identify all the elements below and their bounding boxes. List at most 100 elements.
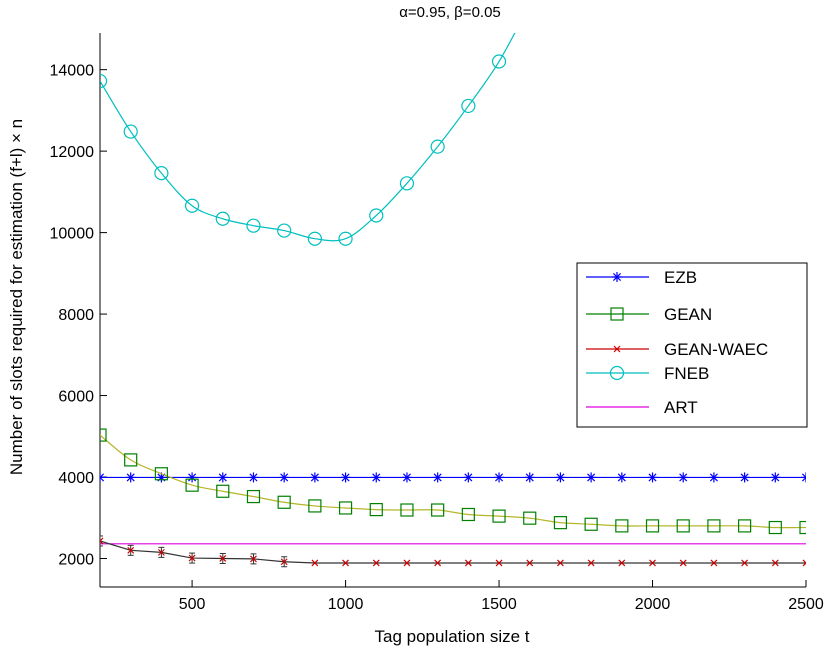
marker-stroke: [557, 559, 564, 567]
data-point-gean: [461, 507, 475, 522]
data-point-ezb: [279, 472, 290, 483]
marker-stroke: [612, 272, 622, 282]
marker-stroke: [679, 473, 688, 482]
data-point-gean: [100, 428, 107, 442]
marker-square: [400, 503, 414, 517]
data-point-ezb: [371, 472, 382, 483]
y-tick-label: 2000: [58, 551, 94, 568]
marker-square: [246, 489, 261, 504]
x-tick-label: 500: [179, 596, 206, 613]
data-point-ezb: [524, 472, 535, 483]
data-point-gean: [584, 517, 598, 531]
marker-stroke: [372, 559, 380, 567]
y-tick-label: 10000: [50, 226, 95, 243]
y-tick-label: 8000: [58, 307, 94, 324]
marker-circle: [215, 211, 230, 226]
data-point-fneb: [399, 176, 415, 191]
data-point-gean: [431, 503, 445, 517]
data-point-ezb: [801, 472, 806, 483]
marker-stroke: [587, 473, 596, 482]
marker-stroke: [679, 559, 687, 567]
marker-stroke: [100, 473, 105, 479]
marker-square: [676, 519, 690, 533]
marker-circle: [430, 139, 445, 154]
marker-circle: [307, 231, 322, 246]
data-point-gean: [338, 501, 353, 515]
data-point-gean: [216, 484, 230, 498]
marker-stroke: [126, 473, 135, 482]
data-point-ezb: [100, 472, 105, 483]
legend-label: ART: [664, 398, 698, 417]
data-point-gean-waec: [219, 555, 227, 562]
data-point-gean: [246, 489, 261, 504]
data-point-ezb: [463, 472, 474, 483]
marker-square: [553, 516, 568, 530]
marker-square: [799, 520, 806, 535]
marker-square: [216, 484, 230, 498]
data-point-gean-waec: [372, 559, 380, 567]
marker-circle: [399, 176, 415, 191]
data-point-ezb: [616, 472, 627, 483]
marker-stroke: [250, 555, 257, 563]
data-point-gean-waec: [557, 559, 564, 567]
marker-circle: [369, 208, 384, 223]
marker-square: [610, 307, 624, 321]
data-point-fneb: [277, 223, 292, 238]
data-point-gean-waec: [311, 559, 319, 567]
data-point-gean-waec: [679, 559, 687, 567]
data-point-gean-waec: [771, 559, 779, 567]
data-point-gean-waec: [587, 559, 595, 567]
data-point-fneb: [100, 73, 108, 89]
legend-entry-ezb: EZB: [586, 268, 697, 287]
series-ezb: [100, 472, 806, 483]
y-tick-label: 4000: [58, 470, 94, 487]
data-point-gean-waec: [526, 559, 534, 567]
marker-circle: [246, 218, 261, 233]
marker-square: [768, 520, 782, 535]
data-point-gean-waec: [403, 559, 411, 567]
marker-circle: [491, 54, 507, 69]
marker-square: [154, 467, 168, 481]
data-point-gean: [308, 499, 322, 513]
data-point-gean: [768, 520, 782, 535]
marker-stroke: [525, 473, 534, 482]
marker-stroke: [280, 473, 289, 482]
marker-square: [100, 428, 107, 442]
marker-stroke: [526, 559, 534, 567]
marker-stroke: [617, 473, 626, 482]
data-point-gean-waec: [710, 559, 718, 567]
marker-stroke: [434, 559, 442, 567]
data-point-ezb: [555, 472, 566, 483]
data-point-gean: [645, 519, 660, 533]
marker-square: [492, 509, 506, 523]
marker-square: [615, 519, 629, 533]
data-point-fneb: [338, 231, 353, 246]
marker-stroke: [188, 554, 196, 562]
axes: 500 1000 1500 2000 2500 2000 4000 6000 8000 10000…: [50, 33, 824, 613]
data-point-gean-waec: [434, 559, 442, 567]
marker-stroke: [618, 559, 626, 567]
marker-circle: [461, 98, 476, 114]
data-point-ezb: [217, 472, 228, 483]
marker-stroke: [802, 559, 806, 564]
marker-stroke: [495, 473, 504, 482]
marker-stroke: [741, 559, 749, 567]
data-point-gean: [369, 503, 383, 517]
marker-stroke: [495, 559, 503, 567]
marker-circle: [100, 73, 108, 89]
data-point-gean-waec: [464, 559, 472, 567]
marker-stroke: [157, 548, 165, 556]
data-point-fneb: [369, 208, 384, 223]
data-point-gean: [185, 478, 199, 492]
marker-stroke: [613, 345, 621, 353]
marker-circle: [154, 166, 169, 181]
series-line-gean-waec: [100, 540, 806, 564]
marker-stroke: [341, 473, 350, 482]
marker-square: [461, 507, 475, 522]
y-tick-label: 14000: [50, 63, 95, 80]
marker-stroke: [771, 473, 780, 482]
series-line-gean: [100, 434, 806, 529]
marker-circle: [609, 365, 625, 381]
chart-title: α=0.95, β=0.05: [399, 4, 501, 21]
legend-label: FNEB: [664, 364, 709, 383]
